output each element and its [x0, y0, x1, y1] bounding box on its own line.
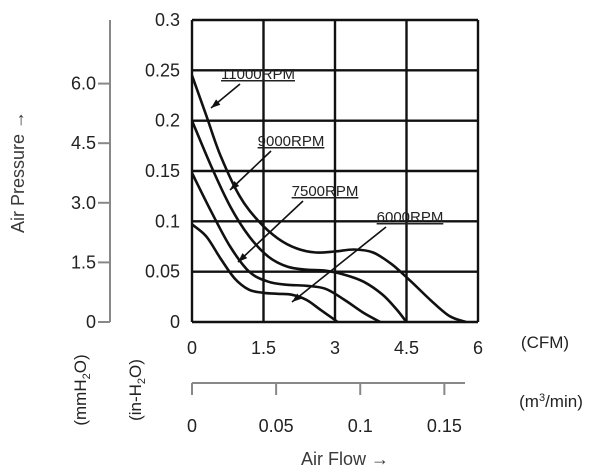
- mmh2o-tick-label: 1.5: [71, 252, 96, 272]
- label-7500rpm: 7500RPM: [292, 183, 359, 200]
- y-tick-label: 0.15: [145, 161, 180, 181]
- x-tick-label: 0: [187, 338, 197, 358]
- y-tick-label: 0.2: [155, 111, 180, 131]
- leader-arrowhead: [211, 99, 221, 108]
- y-tick-label: 0.25: [145, 60, 180, 80]
- y-unit-inh2o: (in-H2O): [126, 359, 148, 421]
- y-tick-label: 0: [170, 312, 180, 332]
- x-tick-label: 4.5: [394, 338, 419, 358]
- rpm-curves: [190, 74, 467, 324]
- leader-line: [237, 200, 304, 263]
- y-tick-label: 0.05: [145, 262, 180, 282]
- label-11000rpm: 11000RPM: [221, 66, 295, 83]
- curve-7500rpm: [190, 172, 381, 324]
- curve-6000rpm: [191, 223, 339, 324]
- label-9000rpm: 9000RPM: [258, 133, 325, 150]
- curve-labels: 11000RPM 9000RPM 7500RPM 6000RPM: [210, 66, 444, 303]
- y-tick-label: 0.1: [155, 211, 180, 231]
- x-tick-label: 1.5: [251, 338, 276, 358]
- x-axis-title: Air Flow →: [301, 449, 389, 469]
- m3min-tick-label: 0.05: [259, 416, 294, 436]
- m3min-tick-label: 0.1: [348, 416, 373, 436]
- y-axis-title: Air Pressure →: [8, 111, 28, 233]
- leader-arrowhead: [292, 293, 302, 302]
- y-tick-label: 0.3: [155, 10, 180, 30]
- curve-11000rpm: [190, 74, 467, 324]
- leader-arrowhead: [230, 181, 240, 190]
- x-tick-label: 3: [330, 338, 340, 358]
- x-unit-cfm: (CFM): [521, 333, 569, 352]
- leader-line: [229, 150, 272, 191]
- x-unit-m3min: (m3/min): [519, 392, 583, 411]
- mmh2o-tick-label: 4.5: [71, 133, 96, 153]
- mmh2o-tick-label: 6.0: [71, 74, 96, 94]
- mmh2o-tick-label: 0: [86, 312, 96, 332]
- leader-arrowhead: [238, 253, 248, 262]
- curve-9000rpm: [190, 120, 408, 323]
- axes: 0 0.05 0.1 0.15 0.2 0.25 0.3 0 1.5 3 4.5 6 0 1.5 3.0 4.…: [71, 10, 483, 436]
- mmh2o-tick-label: 3.0: [71, 193, 96, 213]
- y-unit-mmh2o: (mmH2O): [71, 354, 93, 425]
- m3min-tick-label: 0.15: [427, 416, 462, 436]
- label-6000rpm: 6000RPM: [377, 209, 444, 226]
- m3min-tick-label: 0: [187, 416, 197, 436]
- x-tick-label: 6: [473, 338, 483, 358]
- leader-line: [291, 226, 387, 303]
